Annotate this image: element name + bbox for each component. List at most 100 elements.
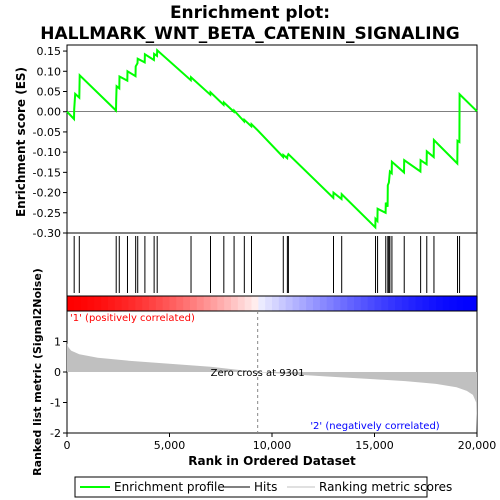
rank-ytick-label: -2	[50, 427, 61, 440]
colorbar-segment	[142, 296, 150, 311]
es-ytick-label: -0.10	[33, 146, 61, 159]
colorbar-segment	[408, 296, 417, 311]
hits-panel-frame	[66, 232, 478, 297]
colorbar-segment	[73, 296, 82, 311]
es-ytick-label: 0.05	[37, 85, 62, 98]
x-tick-label: 5,000	[154, 439, 186, 452]
rank-ytick-label: -1	[50, 397, 61, 410]
colorbar-segment	[326, 296, 335, 311]
colorbar-segment	[265, 296, 273, 311]
colorbar-segment	[183, 296, 191, 311]
rank-ylabel: Ranked list metric (Signal2Noise)	[31, 268, 44, 476]
colorbar-segment	[306, 296, 314, 311]
rank-panel: 1 0 -1 -2 '1' (positively correlated) Zero …	[50, 310, 478, 440]
colorbar-segment	[87, 296, 95, 311]
legend-ranking-label: Ranking metric scores	[319, 480, 452, 494]
hits-panel	[66, 232, 478, 297]
colorbar-segment	[401, 296, 410, 311]
es-ytick-label: -0.15	[33, 166, 61, 179]
colorbar-segment	[340, 296, 348, 311]
colorbar-segment	[114, 296, 123, 311]
colorbar-segment	[155, 296, 164, 311]
rank-colorbar	[67, 296, 478, 311]
colorbar-segment	[285, 296, 294, 311]
colorbar-segment	[360, 296, 369, 311]
x-tick-label: 20,000	[458, 439, 497, 452]
colorbar-segment	[224, 296, 232, 311]
colorbar-segment	[231, 296, 239, 311]
colorbar-segment	[121, 296, 130, 311]
colorbar-segment	[149, 296, 157, 311]
es-ylabel: Enrichment score (ES)	[14, 67, 28, 217]
colorbar-segment	[354, 296, 362, 311]
colorbar-segment	[108, 296, 116, 311]
colorbar-segment	[429, 296, 437, 311]
chart-title-line2: HALLMARK_WNT_BETA_CATENIN_SIGNALING	[40, 24, 460, 44]
colorbar-segment	[449, 296, 458, 311]
colorbar-segment	[381, 296, 389, 311]
colorbar-segment	[415, 296, 423, 311]
es-ytick-label: -0.25	[33, 207, 61, 220]
legend-frame	[74, 476, 428, 498]
colorbar-segment	[470, 296, 478, 311]
colorbar-segment	[210, 296, 218, 311]
zero-cross-label: Zero cross at 9301	[211, 368, 305, 379]
colorbar-segment	[388, 296, 396, 311]
legend: Enrichment profile Hits Ranking metric s…	[74, 476, 452, 498]
colorbar-segment	[94, 296, 102, 311]
es-ytick-label: 0.00	[37, 106, 62, 119]
es-ytick-label: -0.20	[33, 187, 61, 200]
es-panel: 0.15 0.10 0.05 0.00 -0.05 -0.10 -0.15 -0.20 -0.2…	[33, 44, 478, 240]
legend-hits-label: Hits	[254, 480, 277, 494]
es-panel-frame	[66, 44, 478, 234]
colorbar-segment	[135, 296, 143, 311]
colorbar-segment	[333, 296, 341, 311]
colorbar-segment	[313, 296, 321, 311]
pos-corr-label: '1' (positively correlated)	[70, 313, 195, 324]
x-tick-label: 10,000	[253, 439, 292, 452]
colorbar-segment	[374, 296, 382, 311]
colorbar-segment	[67, 296, 75, 311]
colorbar-segment	[80, 296, 89, 311]
enrichment-profile-line	[66, 48, 478, 230]
colorbar-segment	[203, 296, 212, 311]
colorbar-segment	[162, 296, 171, 311]
colorbar-segment	[292, 296, 300, 311]
colorbar-segment	[456, 296, 464, 311]
x-tick-label: 15,000	[355, 439, 394, 452]
colorbar-segment	[436, 296, 444, 311]
colorbar-segment	[278, 296, 287, 311]
colorbar-segment	[251, 296, 259, 311]
colorbar-segment	[299, 296, 307, 311]
neg-corr-label: '2' (negatively correlated)	[310, 421, 439, 432]
colorbar-segment	[367, 296, 376, 311]
colorbar-segment	[190, 296, 198, 311]
rank-ytick-label: 1	[54, 336, 61, 349]
colorbar-segment	[272, 296, 280, 311]
x-axis-label: Rank in Ordered Dataset	[188, 454, 356, 468]
colorbar-segment	[395, 296, 403, 311]
es-ytick-label: 0.15	[37, 45, 62, 58]
colorbar-segment	[101, 296, 109, 311]
es-ytick-label: -0.30	[33, 227, 61, 240]
es-ytick-label: -0.05	[33, 126, 61, 139]
colorbar-segment	[237, 296, 246, 311]
ranking-metric-area	[67, 343, 477, 432]
colorbar-segment	[196, 296, 205, 311]
colorbar-segment	[258, 296, 266, 311]
colorbar-segment	[319, 296, 328, 311]
colorbar-segment	[169, 296, 177, 311]
colorbar-segment	[442, 296, 451, 311]
colorbar-segment	[217, 296, 225, 311]
x-tick-label: 0	[64, 439, 71, 452]
es-ytick-label: 0.10	[37, 65, 62, 78]
rank-ytick-label: 0	[54, 366, 61, 379]
chart-title-line1: Enrichment plot:	[170, 3, 330, 23]
colorbar-segment	[176, 296, 184, 311]
colorbar-segment	[422, 296, 430, 311]
colorbar-segment	[128, 296, 136, 311]
colorbar-segment	[347, 296, 355, 311]
colorbar-segment	[244, 296, 253, 311]
colorbar-segment	[463, 296, 471, 311]
